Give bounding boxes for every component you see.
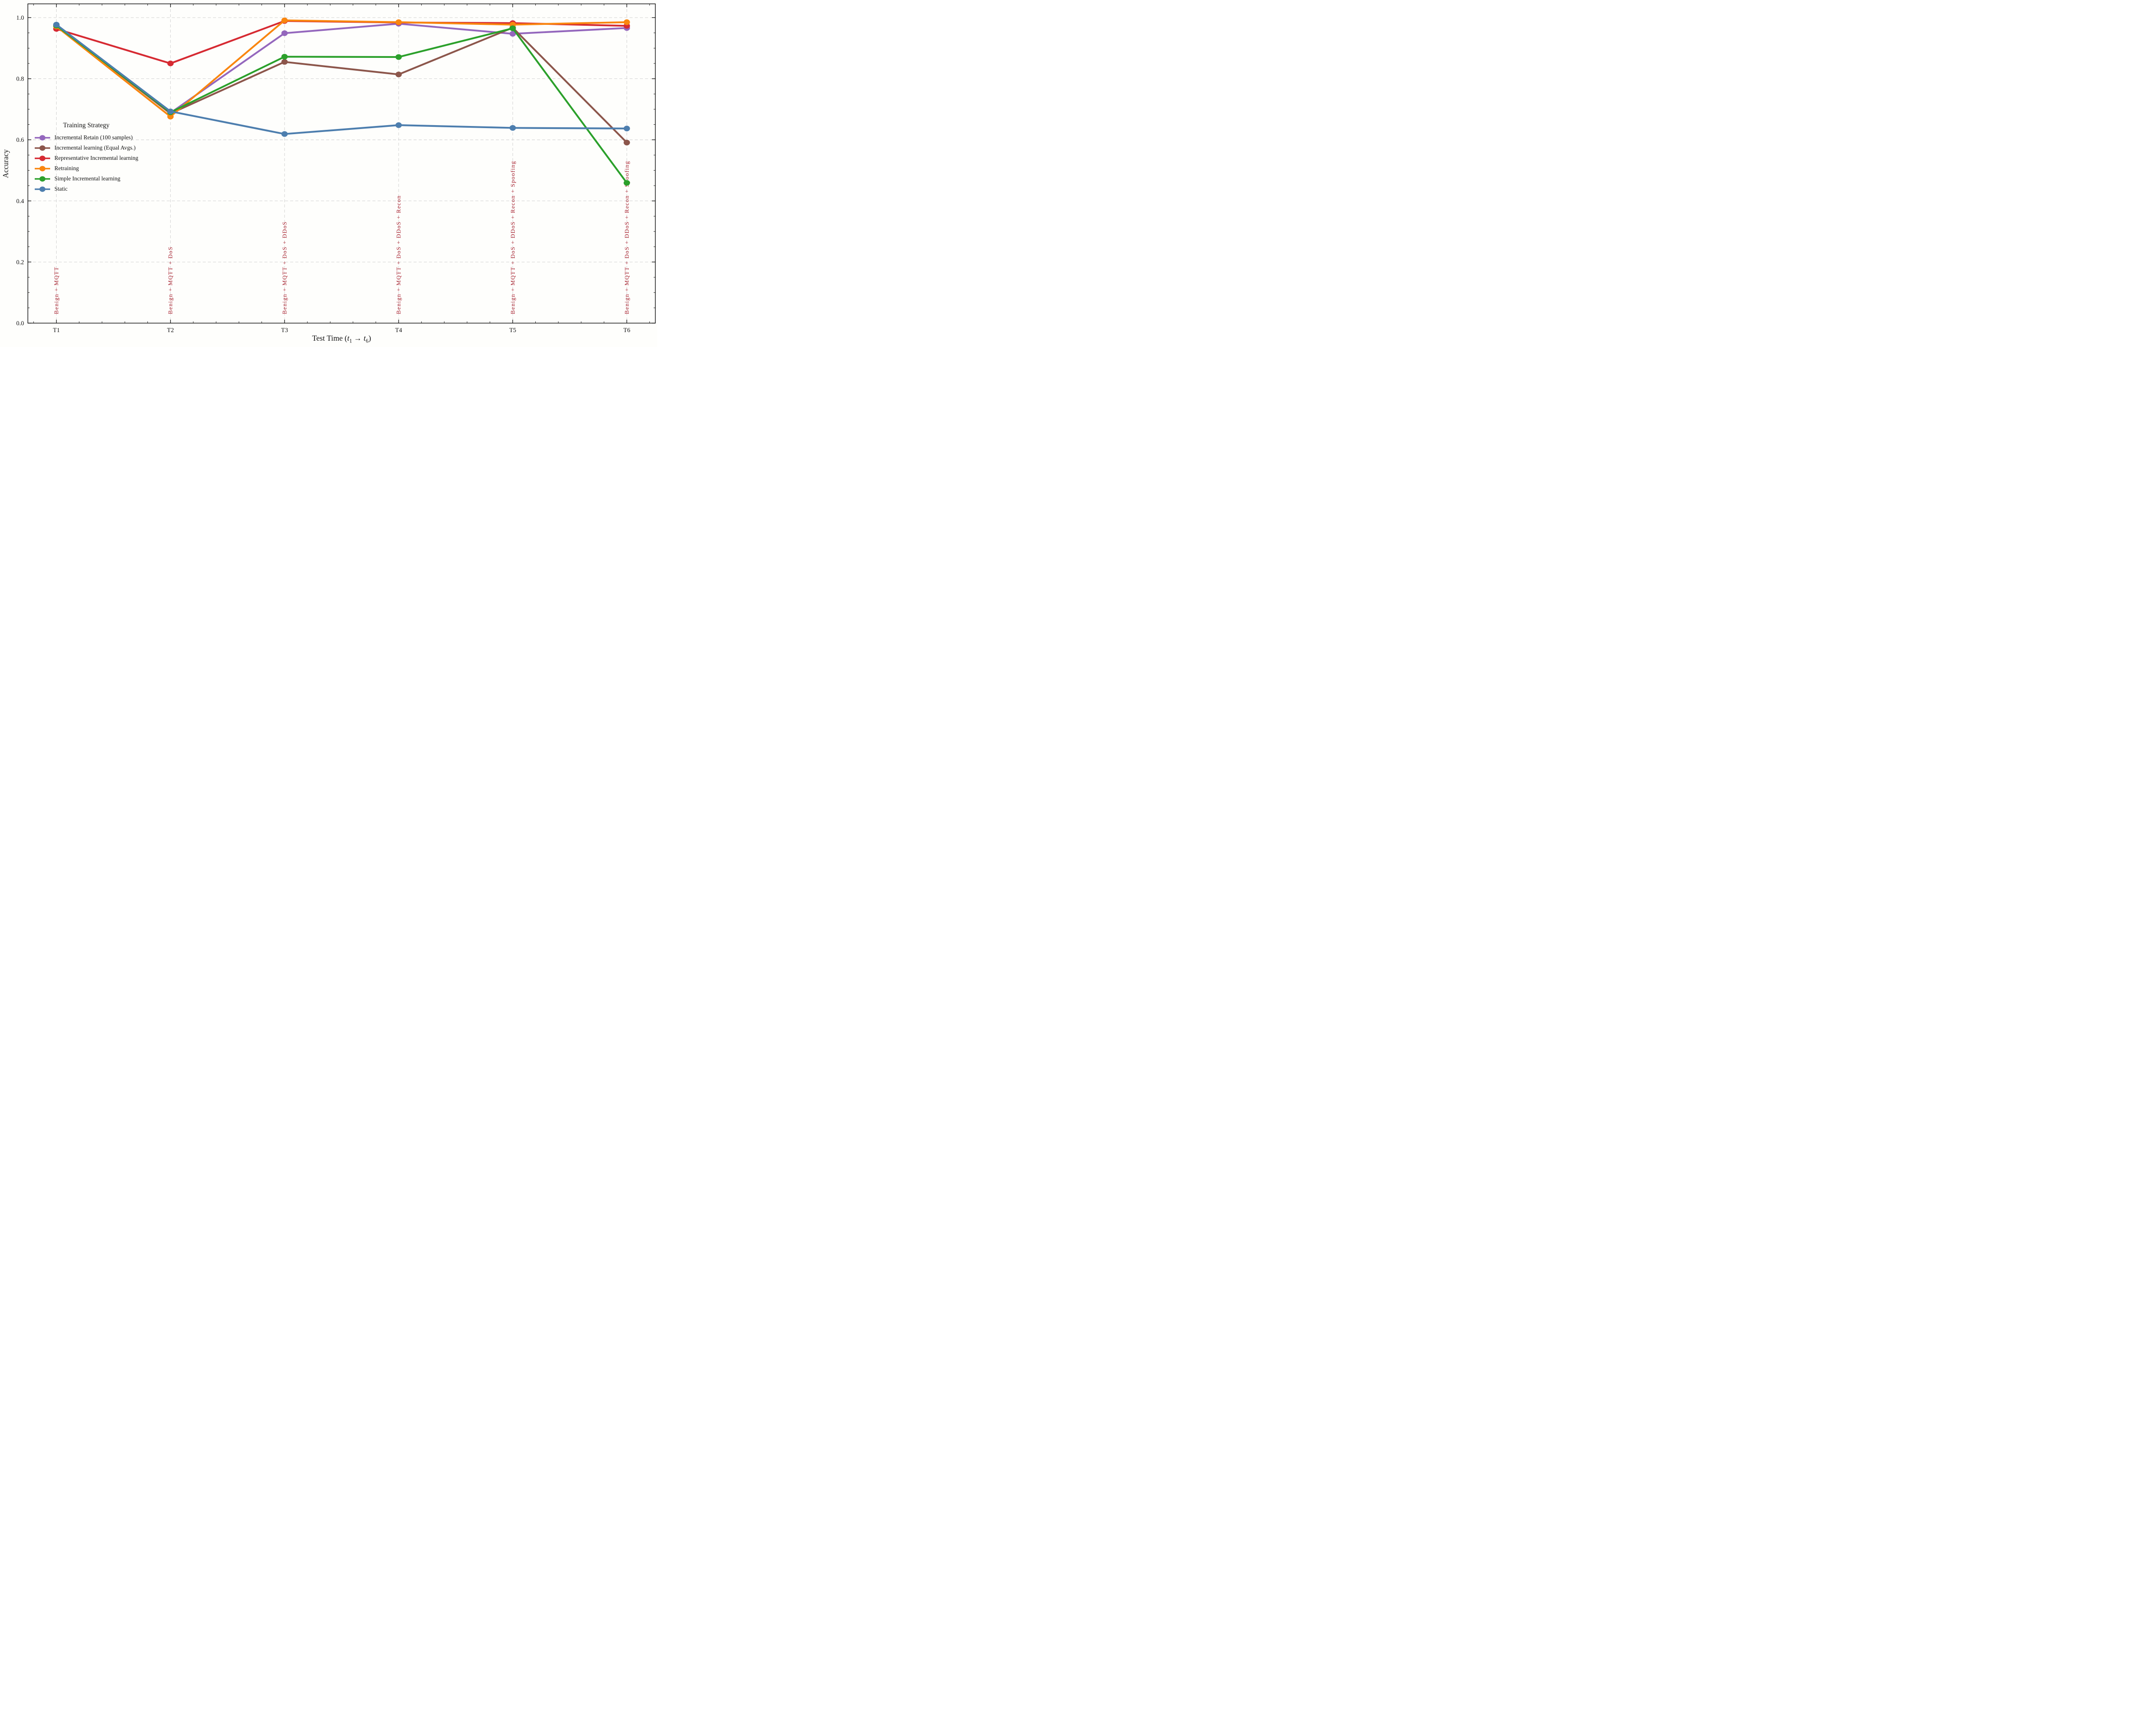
y-axis-label: Accuracy — [1, 149, 10, 178]
data-point-T6 — [624, 19, 630, 25]
data-point-T6 — [624, 180, 630, 186]
x-annotation-T2: Benign + MQTT + DoS — [167, 246, 174, 314]
legend-item-label: Incremental Retain (100 samples) — [54, 134, 133, 141]
data-point-T4 — [395, 54, 402, 60]
y-tick-label-0.4: 0.4 — [16, 198, 24, 205]
legend-item-static: Static — [34, 186, 138, 192]
data-point-T2 — [167, 60, 174, 66]
legend-line-marker-icon — [35, 145, 50, 151]
x-axis-label-suffix: ) — [368, 334, 371, 342]
axes-spines — [27, 3, 656, 324]
legend-item-incremental-retain-100-samples-: Incremental Retain (100 samples) — [34, 134, 138, 141]
legend-item-label: Representative Incremental learning — [54, 155, 138, 161]
legend-item-label: Retraining — [54, 165, 79, 171]
accuracy-line-chart-figure: Benign + MQTT Benign + MQTT + DoS Benign +… — [0, 0, 657, 347]
legend-item-retraining: Retraining — [34, 165, 138, 172]
x-axis-label-t1-var: t — [347, 334, 350, 342]
x-axis-label: Test Time (t1 → t6) — [28, 334, 655, 345]
x-tick-label-T2: T2 — [167, 327, 174, 334]
series-line-static — [56, 24, 627, 135]
y-tick-label-0.0: 0.0 — [16, 320, 24, 327]
data-point-T2 — [167, 114, 174, 120]
legend: Training Strategy Incremental Retain (10… — [34, 122, 138, 192]
data-point-T1 — [53, 21, 60, 28]
data-point-T5 — [509, 125, 516, 131]
x-tick-label-T4: T4 — [395, 327, 402, 334]
legend-item-representative-incremental-learning: Representative Incremental learning — [34, 155, 138, 162]
x-tick-label-T6: T6 — [623, 327, 630, 334]
x-annotation-T5: Benign + MQTT + DoS + DDoS + Recon + Spo… — [510, 161, 516, 314]
y-tick-label-0.8: 0.8 — [16, 76, 24, 83]
data-point-T2 — [167, 108, 174, 114]
series-line-retraining — [56, 19, 627, 118]
legend-item-label: Static — [54, 186, 68, 192]
x-tick-label-T5: T5 — [509, 327, 516, 334]
data-point-T6 — [624, 126, 630, 132]
legend-line-marker-icon — [35, 135, 50, 141]
x-axis-label-prefix: Test Time ( — [312, 334, 348, 342]
x-tick-label-T3: T3 — [281, 327, 288, 334]
arrow-icon: → — [352, 334, 364, 342]
legend-title: Training Strategy — [63, 122, 110, 129]
data-point-T4 — [395, 19, 402, 25]
legend-item-simple-incremental-learning: Simple Incremental learning — [34, 175, 138, 182]
data-point-T3 — [281, 131, 288, 137]
x-annotation-T1: Benign + MQTT — [53, 267, 60, 314]
data-point-T5 — [509, 31, 516, 37]
data-point-T4 — [395, 72, 402, 78]
legend-line-marker-icon — [35, 155, 50, 161]
data-point-T3 — [281, 30, 288, 36]
legend-item-incremental-learning-equal-avgs-: Incremental learning (Equal Avgs.) — [34, 144, 138, 151]
x-annotation-T3: Benign + MQTT + DoS + DDoS — [281, 221, 288, 314]
y-tick-label-0.6: 0.6 — [16, 137, 24, 144]
x-tick-label-T1: T1 — [53, 327, 60, 334]
legend-line-marker-icon — [35, 176, 50, 182]
data-point-T3 — [281, 54, 288, 60]
legend-item-label: Incremental learning (Equal Avgs.) — [54, 144, 136, 151]
data-point-T4 — [395, 122, 402, 128]
data-point-T3 — [281, 17, 288, 24]
x-annotation-T6: Benign + MQTT + DoS + DDoS + Recon + Spo… — [624, 161, 630, 314]
data-point-T6 — [624, 140, 630, 146]
legend-item-label: Simple Incremental learning — [54, 175, 120, 182]
chart-plot-area: Benign + MQTT Benign + MQTT + DoS Benign +… — [16, 3, 656, 334]
x-axis-label-t1-sub: 1 — [349, 338, 352, 344]
data-point-T3 — [281, 59, 288, 65]
x-annotation-T4: Benign + MQTT + DoS + DDoS + Recon — [396, 195, 402, 314]
y-tick-label-0.2: 0.2 — [16, 259, 24, 266]
y-tick-label-1.0: 1.0 — [16, 15, 24, 21]
data-point-T5 — [509, 25, 516, 31]
legend-line-marker-icon — [35, 186, 50, 192]
x-axis-label-t6-var: t — [363, 334, 366, 342]
x-axis-label-t6-sub: 6 — [366, 338, 369, 344]
legend-line-marker-icon — [35, 165, 50, 171]
